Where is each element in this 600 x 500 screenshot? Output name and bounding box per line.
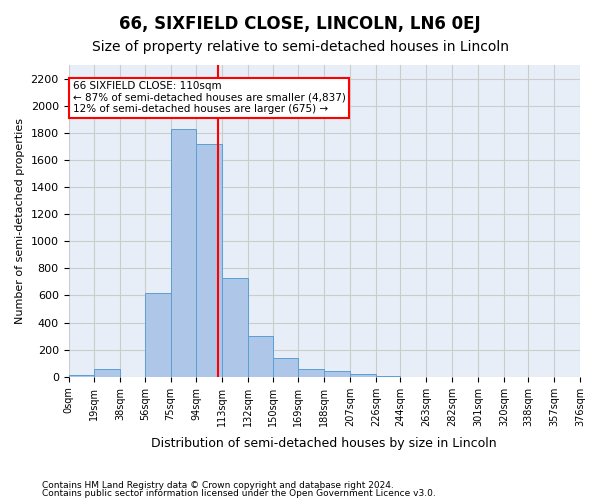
- Bar: [196, 144, 222, 377]
- Y-axis label: Number of semi-detached properties: Number of semi-detached properties: [15, 118, 25, 324]
- X-axis label: Distribution of semi-detached houses by size in Lincoln: Distribution of semi-detached houses by …: [151, 437, 497, 450]
- Bar: [170, 128, 196, 377]
- Text: Size of property relative to semi-detached houses in Lincoln: Size of property relative to semi-detach…: [91, 40, 509, 54]
- Bar: [376, 376, 400, 377]
- Bar: [248, 336, 272, 377]
- Bar: [324, 372, 350, 377]
- Text: Contains HM Land Registry data © Crown copyright and database right 2024.: Contains HM Land Registry data © Crown c…: [42, 481, 394, 490]
- Bar: [145, 292, 170, 377]
- Bar: [222, 278, 248, 377]
- Text: 66, SIXFIELD CLOSE, LINCOLN, LN6 0EJ: 66, SIXFIELD CLOSE, LINCOLN, LN6 0EJ: [119, 15, 481, 33]
- Bar: [350, 374, 376, 377]
- Bar: [272, 358, 298, 377]
- Text: Contains public sector information licensed under the Open Government Licence v3: Contains public sector information licen…: [42, 488, 436, 498]
- Bar: [68, 376, 94, 377]
- Bar: [94, 370, 120, 377]
- Text: 66 SIXFIELD CLOSE: 110sqm
← 87% of semi-detached houses are smaller (4,837)
12% : 66 SIXFIELD CLOSE: 110sqm ← 87% of semi-…: [73, 82, 346, 114]
- Bar: [298, 368, 324, 377]
